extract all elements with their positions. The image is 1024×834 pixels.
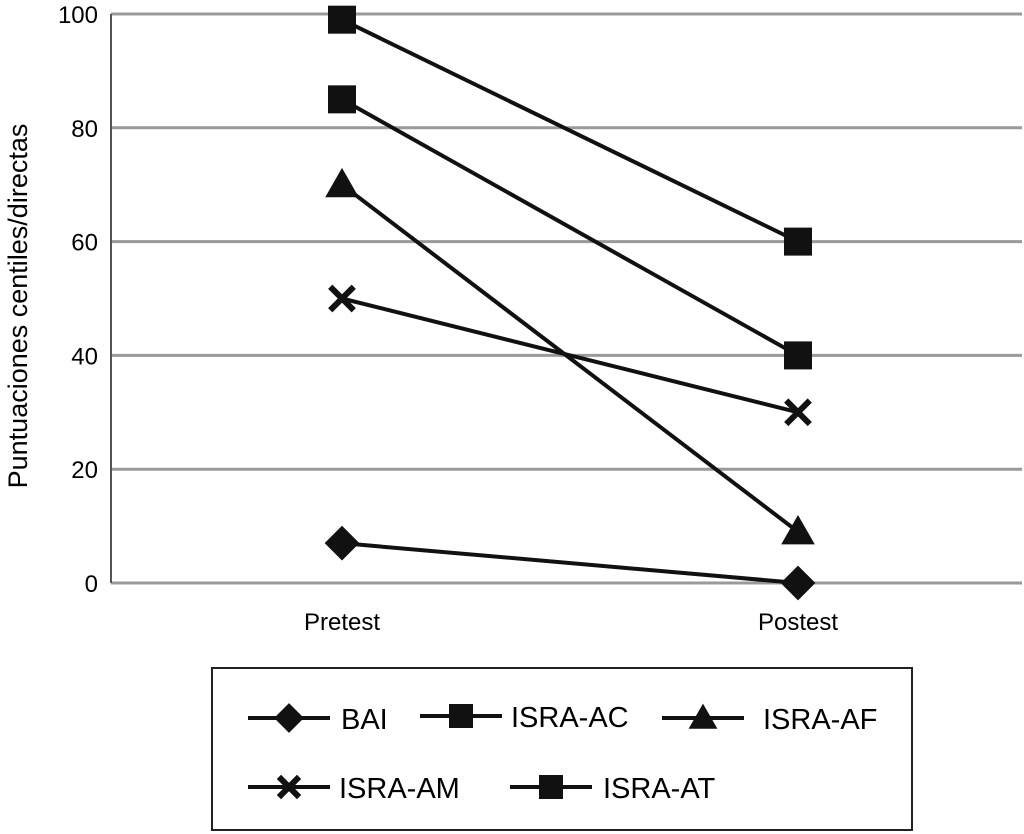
legend-label: ISRA-AC <box>511 702 629 734</box>
series-line <box>340 183 800 534</box>
series-isra-ac <box>328 85 812 370</box>
series-line <box>341 541 799 585</box>
y-tick-label: 20 <box>71 457 98 484</box>
data-point-marker <box>784 341 812 370</box>
series-isra-am <box>328 284 812 427</box>
legend-label: BAI <box>341 704 388 736</box>
legend-item-isra-at: ISRA-AT <box>510 773 716 805</box>
series-isra-at <box>328 5 812 256</box>
series-line <box>341 296 799 415</box>
data-point-marker <box>328 284 356 313</box>
y-axis-title: Puntuaciones centiles/directas <box>3 124 33 489</box>
legend-marker-icon <box>276 774 302 800</box>
y-tick-labels: 0 20 40 60 80 100 <box>58 2 98 598</box>
legend-item-isra-ac: ISRA-AC <box>420 702 629 734</box>
series-bai <box>324 525 816 601</box>
y-tick-label: 60 <box>71 230 98 257</box>
y-tick-label: 100 <box>58 2 98 29</box>
data-point-marker <box>324 525 360 561</box>
data-point-marker <box>781 514 815 545</box>
data-point-marker <box>784 227 812 256</box>
data-point-marker <box>325 167 359 198</box>
legend-label: ISRA-AT <box>603 773 716 805</box>
grid-lines <box>111 12 1022 585</box>
data-point-marker <box>328 5 356 34</box>
legend-label: ISRA-AF <box>763 704 877 736</box>
y-tick-label: 40 <box>71 343 98 370</box>
series-isra-af <box>325 167 815 545</box>
data-point-marker <box>784 398 812 427</box>
x-tick-label: Pretest <box>304 609 380 636</box>
data-point-marker <box>780 565 816 601</box>
legend-marker-icon <box>688 703 718 729</box>
series-line <box>341 97 799 358</box>
legend-marker-icon <box>449 704 473 728</box>
legend: BAI ISRA-AC ISRA-AF ISRA-AM ISRA-AT <box>211 667 913 831</box>
legend-marker-icon <box>274 703 304 733</box>
legend-item-isra-af: ISRA-AF <box>662 703 877 736</box>
x-tick-label: Postest <box>758 609 838 636</box>
legend-label: ISRA-AM <box>339 773 460 805</box>
series-lines <box>324 5 816 601</box>
legend-item-bai: BAI <box>248 703 388 736</box>
legend-box <box>211 667 913 831</box>
legend-marker-icon <box>539 775 563 799</box>
y-tick-label: 0 <box>85 571 98 598</box>
data-point-marker <box>328 85 356 114</box>
y-tick-label: 80 <box>71 116 98 143</box>
x-tick-labels: Pretest Postest <box>304 609 838 636</box>
legend-item-isra-am: ISRA-AM <box>248 773 460 805</box>
series-line <box>341 17 799 244</box>
